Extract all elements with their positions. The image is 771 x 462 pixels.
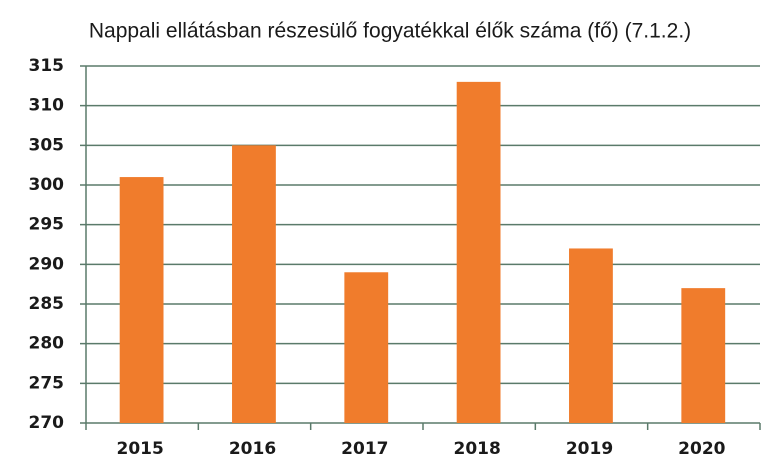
- x-tick-label: 2017: [341, 439, 388, 459]
- y-tick-label: 290: [29, 254, 65, 274]
- x-tick-label: 2020: [678, 439, 725, 459]
- y-tick-label: 295: [29, 215, 65, 235]
- bar: [119, 177, 164, 423]
- chart-title: Nappali ellátásban részesülő fogyatékkal…: [89, 20, 691, 43]
- x-tick-label: 2019: [566, 439, 613, 459]
- y-tick-label: 270: [29, 413, 65, 433]
- x-tick-label: 2016: [229, 439, 276, 459]
- y-tick-label: 310: [29, 96, 65, 116]
- y-tick-label: 305: [29, 135, 65, 155]
- y-tick-label: 275: [29, 373, 65, 393]
- bar: [569, 248, 613, 423]
- y-tick-label: 285: [29, 294, 65, 314]
- bar: [232, 145, 276, 424]
- y-tick-label: 315: [29, 56, 65, 76]
- y-tick-label: 280: [29, 334, 65, 354]
- x-tick-label: 2015: [117, 439, 164, 459]
- y-tick-label: 300: [29, 175, 65, 195]
- x-tick-label: 2018: [454, 439, 501, 459]
- bar: [456, 81, 501, 423]
- bar: [681, 288, 726, 423]
- bar: [344, 272, 389, 423]
